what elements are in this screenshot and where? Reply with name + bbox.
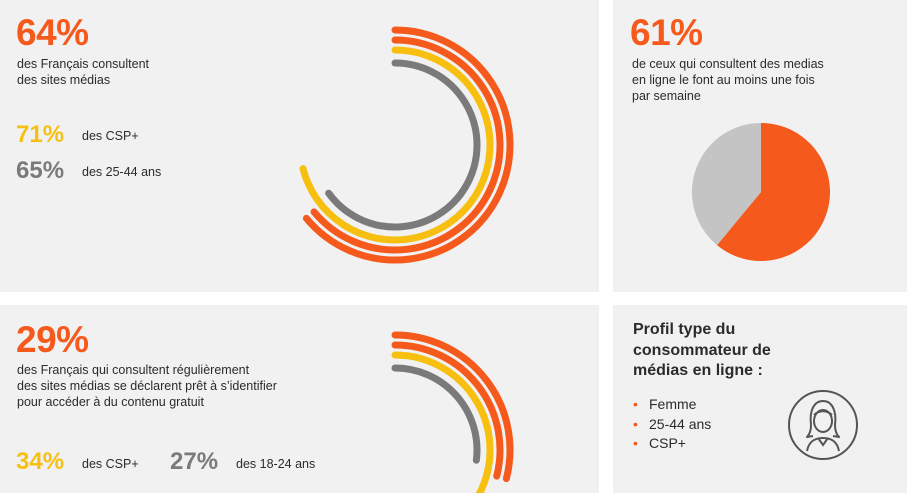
headline-percentage: 29% xyxy=(16,319,89,360)
stat-label-csp: des CSP+ xyxy=(82,457,139,471)
bullet-icon: • xyxy=(633,435,638,451)
arc-series-1 xyxy=(310,36,504,254)
stat-label-csp: des CSP+ xyxy=(82,129,139,143)
stat-panel-visitors: 64% des Français consultent des sites mé… xyxy=(0,0,599,292)
bullet-icon: • xyxy=(633,415,638,432)
stat-panel-frequency: 61% de ceux qui consultent des medias en… xyxy=(613,0,907,292)
radial-arc-chart xyxy=(391,331,514,493)
radial-arc-chart xyxy=(299,26,514,264)
headline-description: des Français qui consultent régulièremen… xyxy=(17,363,277,409)
headline-description: des Français consultent des sites médias xyxy=(17,57,150,87)
profile-item: • CSP+ xyxy=(633,434,711,454)
arc-series-0 xyxy=(302,26,514,264)
pie-slice-0 xyxy=(717,123,830,261)
bullet-icon: • xyxy=(633,396,638,412)
arc-series-1 xyxy=(391,341,504,480)
pie-chart xyxy=(692,123,830,261)
headline-percentage: 61% xyxy=(630,12,703,53)
arc-series-3 xyxy=(391,364,481,464)
headline-description: de ceux qui consultent des medias en lig… xyxy=(632,57,824,103)
stat-panel-identification: 29% des Français qui consultent régulièr… xyxy=(0,305,599,493)
stat-value-age: 65% xyxy=(16,157,65,184)
stat-value-csp: 34% xyxy=(16,448,65,475)
stat-label-age: des 18-24 ans xyxy=(236,457,316,471)
profile-list: • Femme • 25-44 ans • CSP+ xyxy=(633,395,711,454)
stat-label-age: des 25-44 ans xyxy=(82,165,162,179)
headline-percentage: 64% xyxy=(16,12,89,53)
profile-panel: Profil type du consommateur de médias en… xyxy=(613,305,907,493)
arc-series-2 xyxy=(391,351,494,493)
profile-item: • 25-44 ans xyxy=(633,415,711,435)
profile-title: Profil type du consommateur de médias en… xyxy=(633,321,771,379)
woman-avatar-icon xyxy=(788,390,858,460)
arc-series-2 xyxy=(299,46,494,244)
pie-slice-1 xyxy=(692,123,761,246)
stat-value-age: 27% xyxy=(170,448,219,475)
arc-series-3 xyxy=(325,59,481,231)
arc-series-0 xyxy=(391,331,514,483)
stat-value-csp: 71% xyxy=(16,121,65,148)
profile-item: • Femme xyxy=(633,395,711,415)
